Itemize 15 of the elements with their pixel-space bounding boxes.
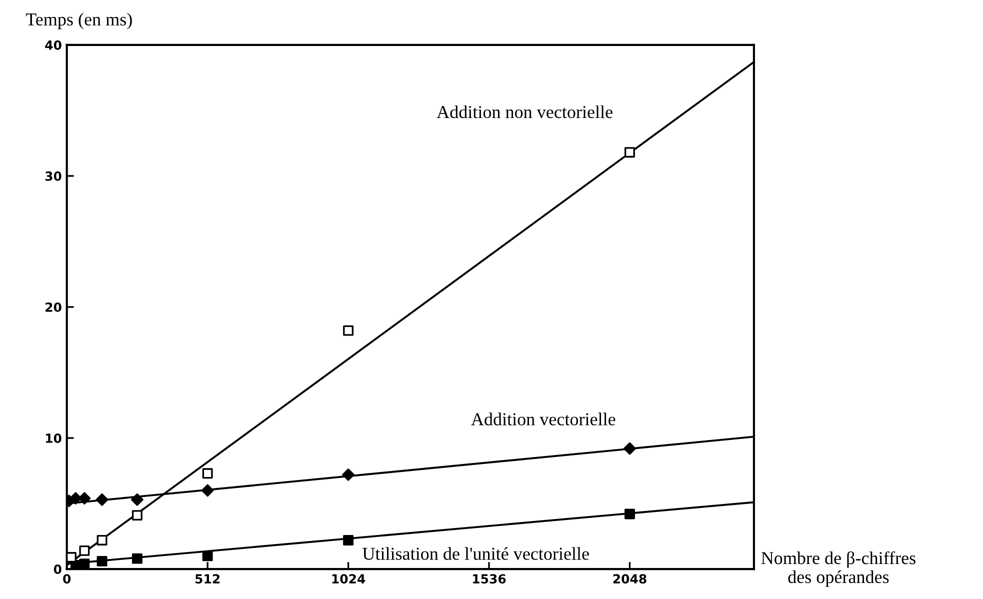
x-tick-label: 1536 xyxy=(473,574,506,584)
x-tick-label: 1024 xyxy=(332,574,366,584)
y-axis-title: Temps (en ms) xyxy=(26,12,132,30)
y-tick-label: 0 xyxy=(54,564,62,574)
x-tick-label: 2048 xyxy=(613,574,646,584)
y-tick-label: 10 xyxy=(46,433,62,443)
y-tick-label: 30 xyxy=(45,171,62,181)
x-tick-label: 0 xyxy=(63,574,71,584)
y-tick-label: 40 xyxy=(45,40,62,50)
y-tick-label: 20 xyxy=(46,302,62,312)
x-axis-title: Nombre de β-chiffres des opérandes xyxy=(761,551,916,587)
series-label: Addition vectorielle xyxy=(471,412,616,426)
x-tick-label: 512 xyxy=(195,574,220,584)
series-label: Utilisation de l'unité vectorielle xyxy=(362,547,589,560)
series-label: Addition non vectorielle xyxy=(436,105,612,118)
